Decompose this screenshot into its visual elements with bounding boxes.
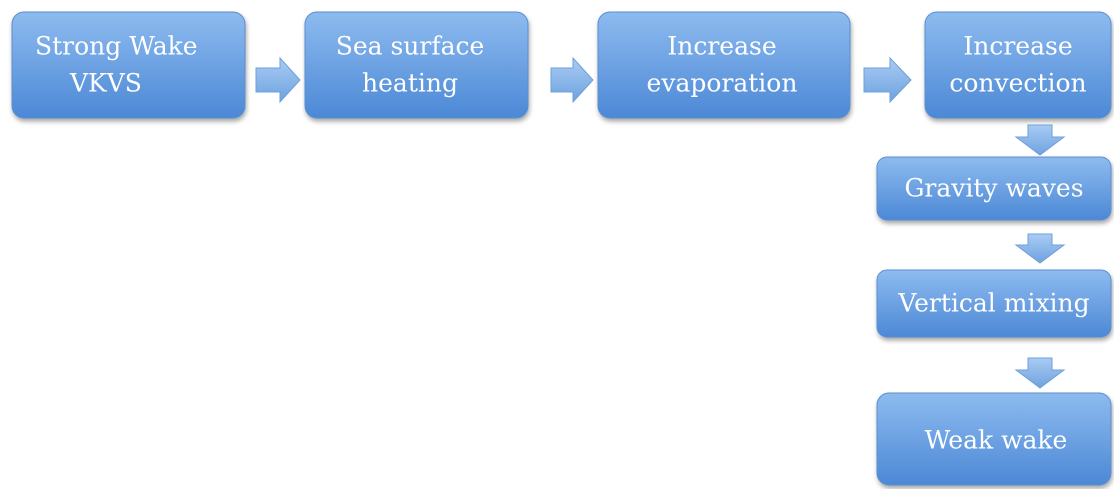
arrow (255, 56, 301, 104)
node-box (304, 11, 529, 119)
node-box (11, 11, 246, 119)
node-label: Gravity waves (904, 174, 1083, 203)
node-box (876, 156, 1112, 221)
node-label: heating (362, 69, 458, 98)
node-box (924, 11, 1112, 119)
node-label: Increase (963, 32, 1072, 61)
node-box (597, 11, 851, 119)
node-label: VKVS (69, 69, 142, 98)
arrow (1014, 233, 1066, 264)
node-box (876, 392, 1112, 486)
node-label: Increase (667, 32, 776, 61)
node-label: evaporation (647, 69, 798, 98)
node-label: convection (949, 69, 1086, 98)
node-label: Strong Wake (35, 32, 198, 61)
node-label: Sea surface (336, 32, 485, 61)
arrow (863, 56, 912, 104)
node-box (876, 269, 1112, 338)
node-label: Vertical mixing (897, 289, 1089, 318)
arrow (1014, 357, 1066, 389)
arrow (550, 56, 594, 104)
arrow (1014, 124, 1066, 156)
node-label: Weak wake (925, 426, 1068, 455)
